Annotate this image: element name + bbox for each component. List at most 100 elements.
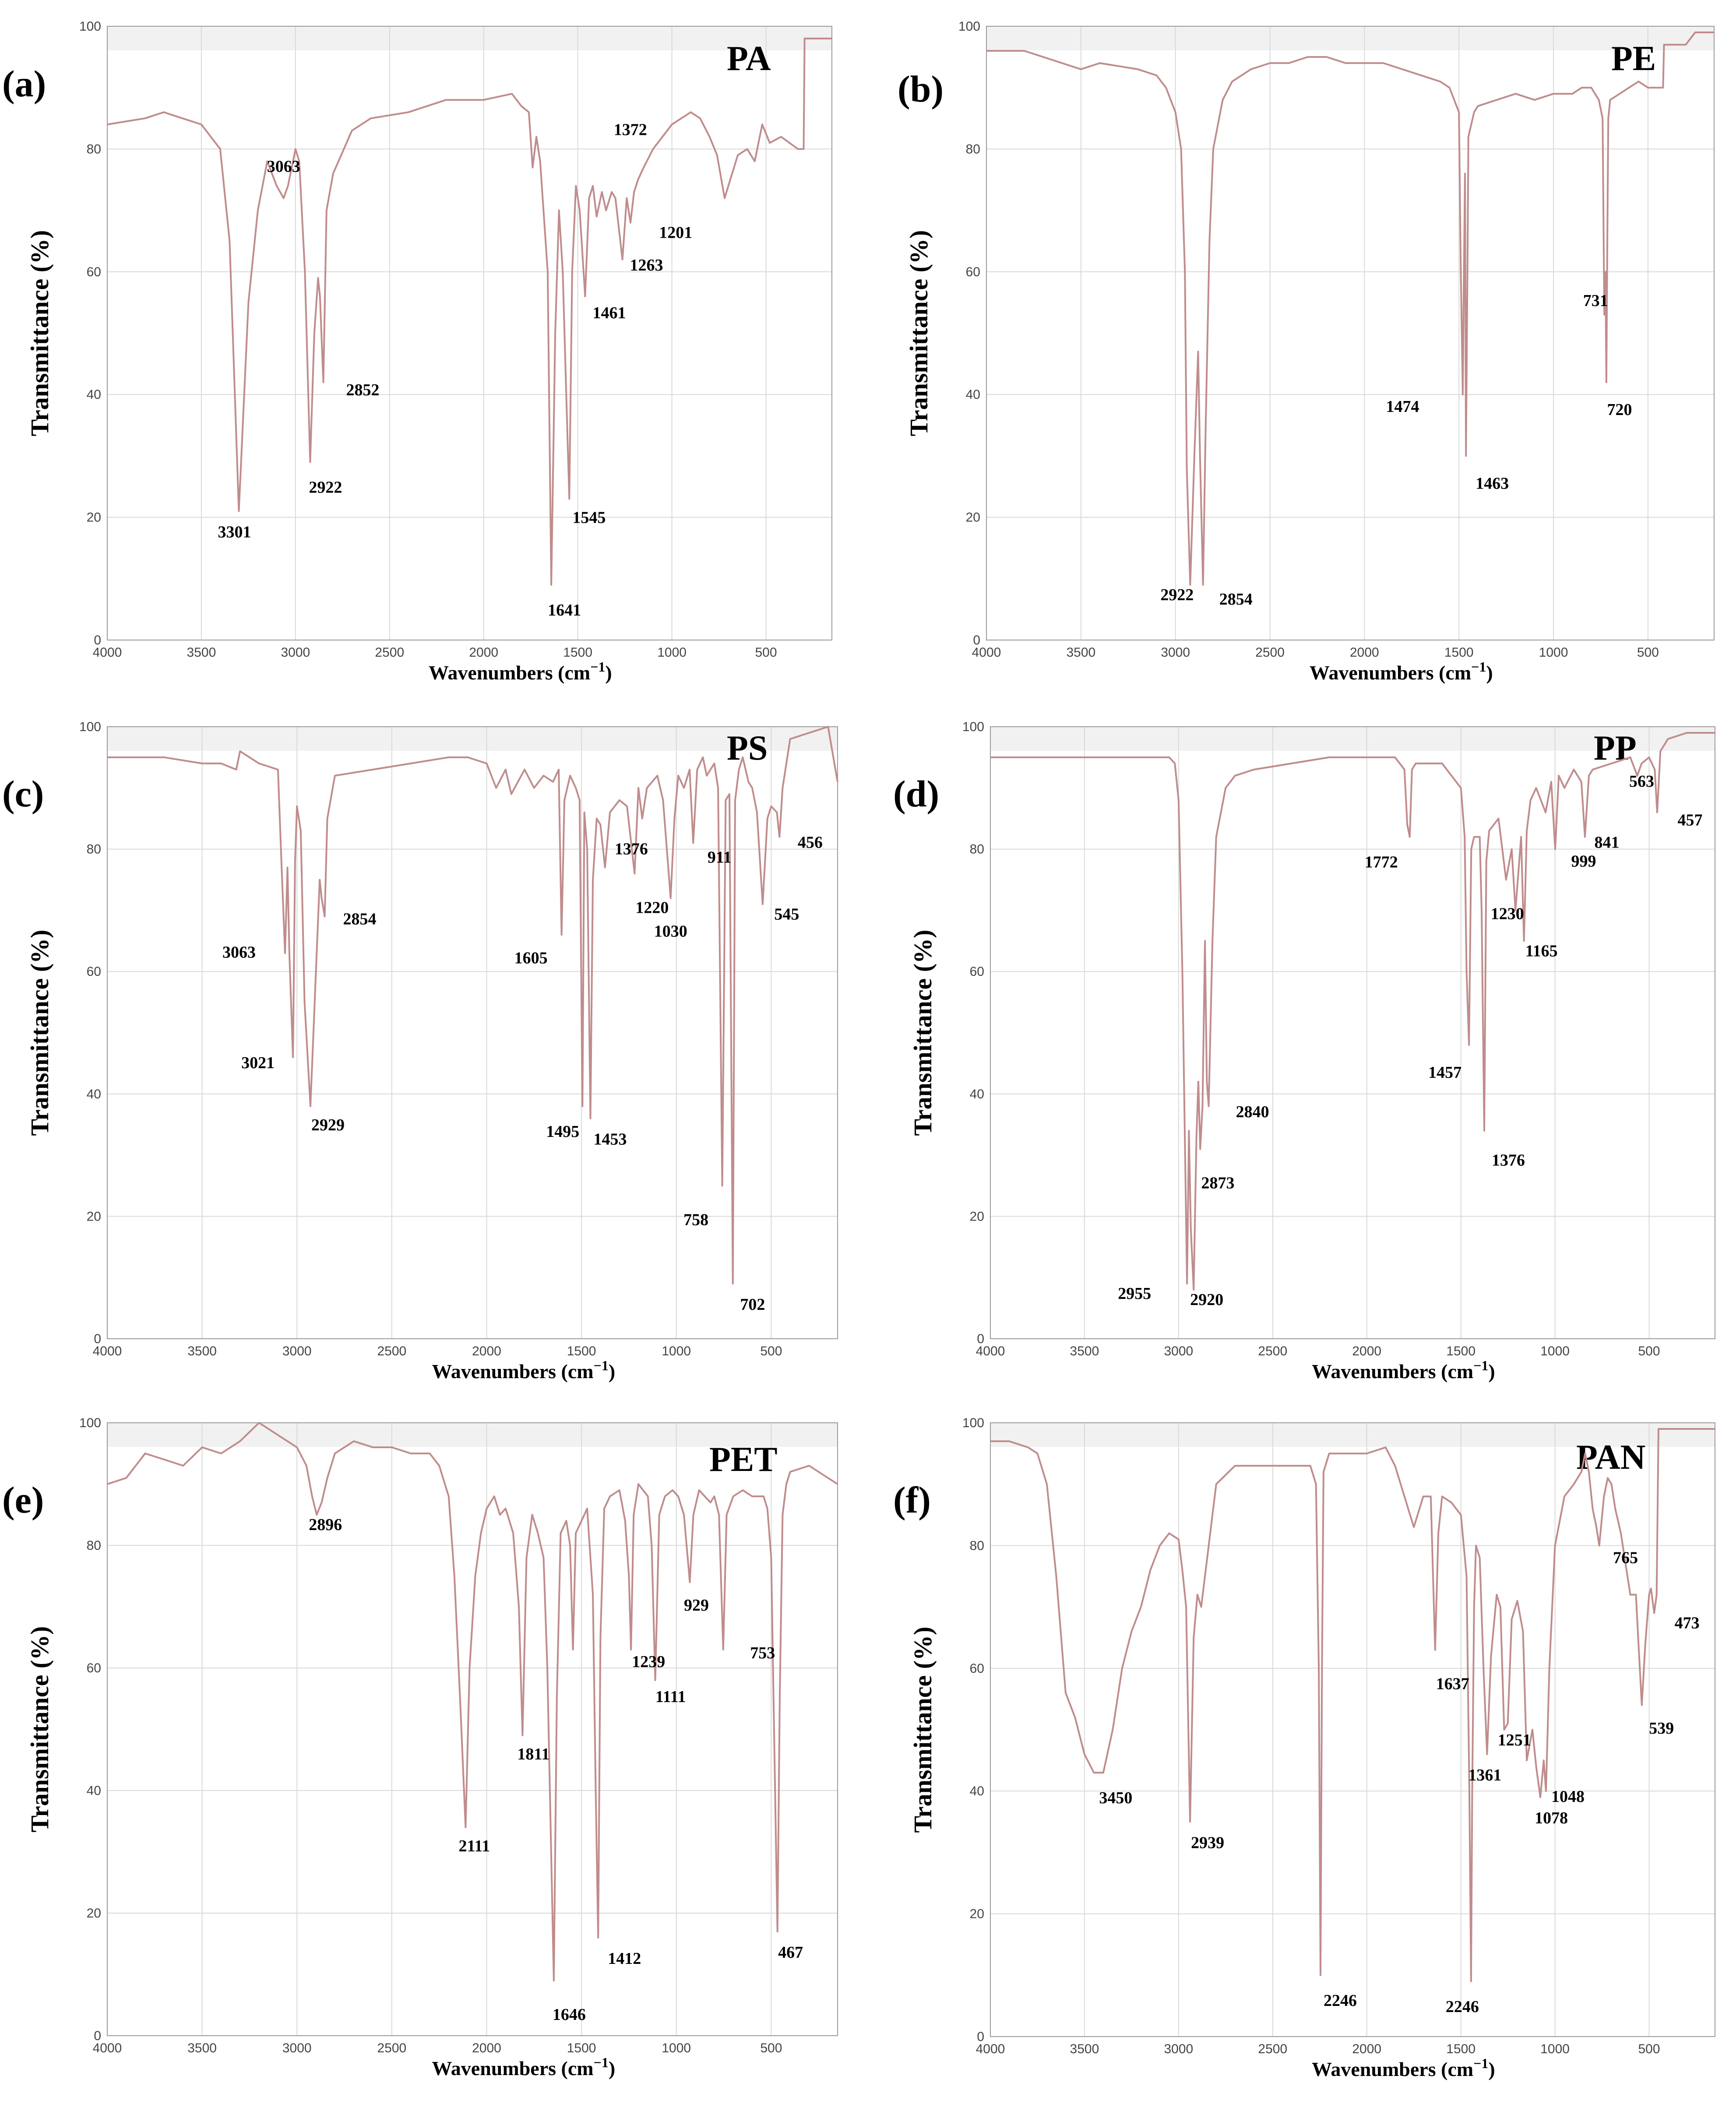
peak-label: 765 xyxy=(1613,1548,1638,1567)
panel-title: PE xyxy=(1611,39,1656,78)
panel-title: PS xyxy=(727,729,768,767)
y-tick-label: 0 xyxy=(973,633,980,647)
peak-label: 2955 xyxy=(1118,1284,1151,1303)
y-tick-label: 40 xyxy=(87,1784,101,1798)
x-tick-label: 500 xyxy=(1637,645,1659,660)
y-tick-label: 80 xyxy=(87,142,101,156)
spectrum-line xyxy=(990,732,1715,1291)
peak-label: 1220 xyxy=(635,899,669,917)
peak-label: 1376 xyxy=(615,840,648,858)
y-tick-label: 0 xyxy=(94,1332,101,1346)
panel-pet: 0 20 40 60 80 100 4000 3500 3000 2500 2000 1500 1000… xyxy=(2,1416,838,2079)
y-tick-label: 80 xyxy=(970,842,984,857)
y-tick-label: 80 xyxy=(87,1538,101,1553)
y-tick-label: 80 xyxy=(966,142,980,156)
peak-label: 1048 xyxy=(1551,1787,1585,1806)
x-tick-label: 3000 xyxy=(1161,645,1190,660)
peak-label: 1641 xyxy=(548,601,581,619)
x-tick-label: 3500 xyxy=(1070,2042,1099,2056)
plot-area xyxy=(990,1423,1715,2037)
peak-label: 1361 xyxy=(1468,1766,1501,1784)
panel-title: PET xyxy=(709,1440,778,1479)
spectrum-line xyxy=(986,32,1714,586)
y-tick-label: 100 xyxy=(958,19,980,34)
x-tick-label: 2500 xyxy=(375,645,404,660)
peak-label: 2852 xyxy=(346,381,379,399)
y-tick-label: 100 xyxy=(962,1416,984,1430)
peak-label: 2939 xyxy=(1191,1833,1224,1852)
peak-label: 1646 xyxy=(553,2005,586,2024)
x-tick-label: 2000 xyxy=(1352,2042,1381,2056)
y-tick-label: 100 xyxy=(79,720,101,734)
peak-label: 1474 xyxy=(1386,398,1419,416)
plot-area xyxy=(107,1423,838,2036)
x-tick-label: 1000 xyxy=(1540,1344,1570,1358)
spectrum-line xyxy=(107,1422,838,1981)
peak-label: 2246 xyxy=(1324,1991,1357,2010)
x-tick-label: 2500 xyxy=(377,2041,406,2055)
y-tick-label: 60 xyxy=(87,964,101,979)
y-tick-label: 40 xyxy=(970,1784,984,1798)
peak-label: 1495 xyxy=(546,1122,579,1141)
peak-label: 753 xyxy=(750,1644,775,1662)
x-tick-label: 3500 xyxy=(1066,645,1095,660)
x-tick-label: 4000 xyxy=(93,1344,122,1358)
peak-label: 539 xyxy=(1649,1719,1674,1738)
y-tick-label: 0 xyxy=(94,2029,101,2043)
peak-label: 1412 xyxy=(608,1949,641,1968)
x-tick-label: 4000 xyxy=(93,645,122,660)
x-tick-label: 3000 xyxy=(1164,2042,1193,2056)
x-tick-label: 500 xyxy=(755,645,777,660)
peak-label: 467 xyxy=(778,1943,803,1962)
peak-label: 2920 xyxy=(1190,1291,1223,1309)
peak-label: 2840 xyxy=(1236,1103,1269,1121)
peak-label: 1078 xyxy=(1535,1809,1568,1827)
peak-label: 2873 xyxy=(1201,1174,1234,1193)
peak-label: 2922 xyxy=(309,478,342,496)
x-axis-title: Wavenumbers (cm−1) xyxy=(432,1358,615,1383)
plot-area xyxy=(986,26,1714,640)
x-tick-label: 3000 xyxy=(1164,1344,1193,1358)
x-tick-label: 1000 xyxy=(662,1344,691,1358)
y-tick-label: 0 xyxy=(94,633,101,647)
y-tick-label: 0 xyxy=(977,1332,984,1346)
x-tick-label: 2000 xyxy=(1352,1344,1381,1358)
header-band xyxy=(107,727,838,751)
y-tick-label: 40 xyxy=(87,387,101,402)
y-tick-label: 60 xyxy=(970,964,984,979)
y-tick-label: 20 xyxy=(970,1209,984,1224)
plot-frame xyxy=(107,1422,838,2036)
header-band xyxy=(990,1423,1715,1447)
x-tick-label: 500 xyxy=(1638,1344,1660,1358)
peak-label: 545 xyxy=(774,905,799,923)
panel-pp: 0 20 40 60 80 100 4000 3500 3000 2500 2000 1500 1000… xyxy=(893,720,1715,1383)
x-tick-label: 3500 xyxy=(1070,1344,1099,1358)
peak-label: 563 xyxy=(1629,772,1654,791)
y-tick-label: 40 xyxy=(966,387,980,402)
peak-label: 1201 xyxy=(659,224,692,242)
y-tick-label: 20 xyxy=(87,1906,101,1921)
x-tick-label: 2000 xyxy=(472,1344,501,1358)
x-tick-label: 4000 xyxy=(976,2042,1005,2056)
peak-label: 2111 xyxy=(458,1837,490,1855)
peak-label: 1545 xyxy=(572,509,606,527)
x-tick-label: 1000 xyxy=(657,645,687,660)
x-tick-label: 3000 xyxy=(282,1344,312,1358)
peak-label: 1263 xyxy=(630,256,663,274)
x-axis-title: Wavenumbers (cm−1) xyxy=(1310,659,1493,684)
x-tick-label: 1500 xyxy=(567,1344,596,1358)
peak-label: 1376 xyxy=(1492,1151,1525,1170)
x-tick-label: 2500 xyxy=(1258,2042,1287,2056)
x-tick-label: 1500 xyxy=(1444,645,1474,660)
x-tick-label: 1500 xyxy=(567,2041,596,2055)
x-axis-title: Wavenumbers (cm−1) xyxy=(1312,2055,1495,2080)
peak-label: 758 xyxy=(683,1211,708,1229)
x-axis-title: Wavenumbers (cm−1) xyxy=(1312,1358,1495,1383)
peak-label: 1463 xyxy=(1475,474,1509,493)
peak-label: 1461 xyxy=(592,304,626,322)
panel-letter: (d) xyxy=(893,773,939,815)
x-tick-label: 1000 xyxy=(662,2041,691,2055)
y-tick-label: 20 xyxy=(87,1209,101,1224)
x-tick-label: 2500 xyxy=(377,1344,406,1358)
peak-label: 1772 xyxy=(1365,853,1398,872)
